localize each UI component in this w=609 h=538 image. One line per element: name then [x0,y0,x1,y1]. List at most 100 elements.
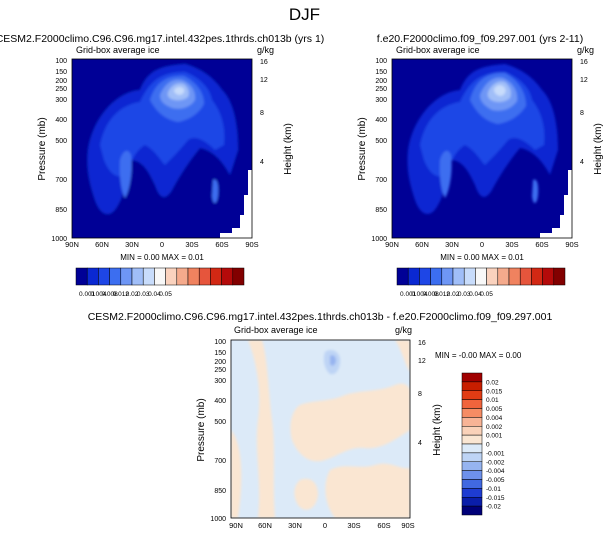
colorbar-swatch [120,267,133,286]
panel-3-ytick: 1000 [210,516,226,523]
colorbar-swatch [176,267,189,286]
panel-3-ytick: 500 [214,419,226,426]
panel-2-ytick: 100 [375,58,387,65]
colorbar-swatch [475,267,487,286]
panel-1-ytick: 850 [55,207,67,214]
panel-1-x-ticks: 90N 60N 30N 0 30S 60S 90S [65,240,259,249]
panel-3-units: g/kg [395,325,412,335]
panel-1-ytick: 700 [55,177,67,184]
panel-3-ytick: 200 [214,359,226,366]
colorbar-label: 0.012 [113,291,130,298]
panel-1-ytick: 300 [55,97,67,104]
colorbar-swatch [461,434,483,445]
colorbar-swatch [461,426,483,436]
colorbar-label: -0.004 [486,468,505,475]
colorbar-label: 0.02 [486,379,499,386]
colorbar-label: 0.02 [126,291,139,298]
panel-1-y2label: Height (km) [283,123,294,175]
colorbar-swatch [98,267,110,286]
colorbar-label: 0.04 [469,291,482,298]
panel-2-x-ticks: 90N 60N 30N 0 30S 60S 90S [385,240,579,249]
panel-3-colorbar: 0.02 0.015 0.01 0.005 0.004 0.002 0.001 0-0.001… [461,372,505,516]
panel-1-plot [71,58,253,239]
colorbar-label: 0.004 [411,291,428,298]
colorbar-label: 0.03 [458,291,471,298]
colorbar-label: 0.004 [486,415,503,422]
colorbar-label: 0.01 [486,397,499,404]
colorbar-swatch [461,372,483,383]
colorbar-swatch [486,267,499,286]
colorbar-swatch [452,267,465,286]
colorbar-label: 0 [486,442,490,449]
colorbar-label: 0.008 [422,291,439,298]
panel-3-ytick: 250 [214,367,226,374]
panel-2-xtick: 0 [480,240,484,249]
colorbar-swatch [210,267,222,286]
panel-1-xtick: 0 [160,240,164,249]
panel-3-y2label: Height (km) [432,404,443,456]
colorbar-swatch [508,267,521,286]
panel-2-y2tick: 12 [580,77,588,84]
panel-1-ytick: 100 [55,58,67,65]
panel-3-xtick: 90S [401,521,414,530]
colorbar-swatch [461,399,483,409]
colorbar-label: 0.005 [486,406,503,413]
panel-1-xtick: 90S [245,240,258,249]
colorbar-label: 0.05 [480,291,493,298]
panel-2-ytick: 850 [375,207,387,214]
colorbar-swatch [461,452,483,462]
panel-1-ytick: 150 [55,69,67,76]
panel-3-x-ticks: 90N 60N 30N 0 30S 60S 90S [229,521,415,530]
panel-1-xtick: 60N [95,240,109,249]
colorbar-label: 0.004 [90,291,107,298]
panel-1-stats: MIN = 0.00 MAX = 0.01 [120,253,204,262]
panel-2-y2tick: 8 [580,110,584,117]
panel-3-xtick: 60S [377,521,390,530]
panel-2-ylabel: Pressure (mb) [357,117,368,180]
colorbar-swatch [461,443,483,454]
panel-3-xtick: 30N [288,521,302,530]
panel-2-units: g/kg [577,45,594,55]
panel-2-xtick: 90N [385,240,399,249]
colorbar-swatch [461,381,483,391]
panel-2-ytick: 1000 [371,236,387,243]
panel-3-ytick: 850 [214,488,226,495]
colorbar-swatch [419,267,431,286]
colorbar-swatch [198,267,211,286]
panel-2-ytick: 150 [375,69,387,76]
panel-3-y2tick: 12 [418,358,426,365]
panel-3-stats: MIN = -0.00 MAX = 0.00 [435,351,522,360]
panel-2-subtitle: Grid-box average ice [396,45,480,55]
panel-3-xtick: 30S [347,521,360,530]
colorbar-swatch [463,267,476,286]
colorbar-label: 0.001 [486,433,503,440]
colorbar-swatch [154,267,166,286]
colorbar-label: -0.001 [486,450,505,457]
panel-1-y2tick: 12 [260,77,268,84]
panel-3: CESM2.F2000climo.C96.C96.mg17.intel.432p… [88,311,553,530]
colorbar-label: -0.02 [486,504,501,511]
colorbar-swatch [232,267,245,286]
colorbar-label: -0.005 [486,477,505,484]
panel-3-ytick: 300 [214,378,226,385]
panel-1-y2-ticks: 16 12 8 4 [260,59,268,166]
panel-1-y2tick: 16 [260,59,268,66]
panel-2-ytick: 200 [375,78,387,85]
colorbar-label: 0.03 [137,291,150,298]
colorbar-label: 0.05 [159,291,172,298]
panel-2-ytick: 400 [375,117,387,124]
colorbar-label: -0.015 [486,495,505,502]
colorbar-swatch [430,267,443,286]
colorbar-swatch [461,479,483,489]
panel-3-ylabel: Pressure (mb) [196,398,207,461]
panel-3-plot [230,339,411,519]
panel-3-ytick: 100 [214,339,226,346]
panel-3-xtick: 90N [229,521,243,530]
panel-1-y2tick: 4 [260,159,264,166]
colorbar-swatch [396,267,409,286]
panel-1-ytick: 250 [55,86,67,93]
panel-2-ytick: 500 [375,138,387,145]
colorbar-swatch [461,461,483,471]
